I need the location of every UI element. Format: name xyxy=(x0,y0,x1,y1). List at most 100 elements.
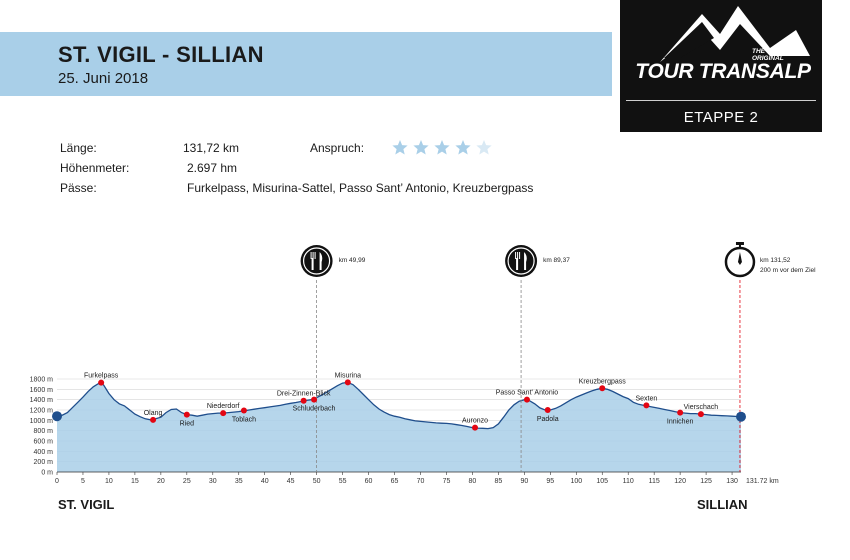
x-tick-label: 30 xyxy=(209,478,217,485)
star-icon xyxy=(476,140,492,155)
waypoint-dot xyxy=(183,411,190,418)
length-value: 131,72 km xyxy=(183,141,240,155)
y-tick-label: 1400 m xyxy=(30,397,54,404)
x-tick-label: 95 xyxy=(546,478,554,485)
x-tick-label: 90 xyxy=(520,478,528,485)
waypoint-label: Sexten xyxy=(635,395,657,402)
x-tick-label: 65 xyxy=(391,478,399,485)
finish-point xyxy=(736,411,746,422)
waypoint-dot xyxy=(643,402,650,409)
waypoint-label: Kreuzbergpass xyxy=(579,378,627,385)
waypoint-dot xyxy=(599,385,606,392)
waypoint-label: Misurina xyxy=(335,372,362,379)
waypoint-dot xyxy=(544,407,551,413)
marker-km-label: km 89,37 xyxy=(543,257,570,264)
x-tick-label: 25 xyxy=(183,478,191,485)
stopwatch-icon xyxy=(724,242,756,278)
x-tick-label: 55 xyxy=(339,478,347,485)
x-tick-label: 130 xyxy=(726,478,738,485)
y-tick-label: 1000 m xyxy=(30,418,54,425)
x-end-label: 131.72 km xyxy=(746,478,779,485)
waypoint-dot xyxy=(98,379,105,386)
x-tick-label: 10 xyxy=(105,478,113,485)
waypoint-label: Schluderbach xyxy=(293,406,336,413)
waypoint-dot xyxy=(311,396,318,403)
y-tick-label: 1800 m xyxy=(30,377,54,384)
x-tick-label: 15 xyxy=(131,478,139,485)
y-tick-label: 200 m xyxy=(34,459,54,466)
x-tick-label: 0 xyxy=(55,478,59,485)
waypoint-dot xyxy=(677,409,684,416)
x-tick-label: 105 xyxy=(596,478,608,485)
fork-knife-icon xyxy=(300,245,333,277)
x-tick-label: 80 xyxy=(469,478,477,485)
star-icon xyxy=(434,140,450,155)
waypoint-dot xyxy=(344,379,351,386)
elevation-profile-chart: 0 m 200 m 400 m 600 m 800 m 1000 m 1200 m 1400 … xyxy=(30,242,816,485)
waypoint-dot xyxy=(697,411,704,418)
start-point xyxy=(52,411,62,422)
waypoint-label: Ried xyxy=(180,421,195,428)
stage-label: ETAPPE 2 xyxy=(683,109,759,126)
x-tick-label: 45 xyxy=(287,478,295,485)
difficulty-rating xyxy=(392,140,492,155)
star-icon xyxy=(455,140,471,155)
logo-tagline: THE ORIGINAL xyxy=(752,48,784,62)
length-label: Länge: xyxy=(60,141,97,155)
marker-note-label: 200 m vor dem Ziel xyxy=(760,267,816,274)
x-tick-label: 35 xyxy=(235,478,243,485)
marker-km-label: km 49,99 xyxy=(339,257,366,264)
x-tick-label: 40 xyxy=(261,478,269,485)
start-label: ST. VIGIL xyxy=(58,497,115,512)
waypoint-dot xyxy=(150,416,157,423)
waypoint-dot xyxy=(523,396,530,403)
passes-value: Furkelpass, Misurina-Sattel, Passo Sant’… xyxy=(187,181,534,195)
waypoint-label: Innichen xyxy=(667,419,694,426)
passes-label: Pässe: xyxy=(60,181,97,195)
waypoint-dot xyxy=(472,424,479,431)
marker-km-label: km 131,52 xyxy=(760,257,791,264)
x-tick-label: 120 xyxy=(674,478,686,485)
mountain-logo-icon xyxy=(660,6,810,62)
y-tick-label: 0 m xyxy=(41,470,53,477)
difficulty-label: Anspruch: xyxy=(310,141,365,155)
waypoint-dot xyxy=(220,410,227,417)
y-tick-label: 600 m xyxy=(34,439,54,446)
waypoint-label: Auronzo xyxy=(462,418,488,425)
y-tick-label: 400 m xyxy=(34,449,54,456)
x-tick-label: 75 xyxy=(443,478,451,485)
x-tick-label: 100 xyxy=(570,478,582,485)
title-banner xyxy=(0,32,612,96)
x-tick-label: 115 xyxy=(649,478,660,485)
y-tick-label: 1600 m xyxy=(30,387,54,394)
logo-tagline-original: ORIGINAL xyxy=(752,55,784,62)
finish-label: SILLIAN xyxy=(697,497,748,512)
profile-line xyxy=(56,381,742,430)
waypoint-label: Toblach xyxy=(232,417,256,424)
logo-wordmark: TOUR TRANSALP xyxy=(635,60,811,83)
elevation-label: Höhenmeter: xyxy=(60,161,130,175)
tour-transalp-logo xyxy=(620,0,822,132)
logo-tagline-the: THE xyxy=(752,48,765,55)
waypoint-label: Padola xyxy=(537,416,559,423)
x-tick-label: 110 xyxy=(623,478,634,485)
waypoint-dot xyxy=(300,397,307,404)
waypoint-dot xyxy=(240,407,247,414)
y-tick-label: 800 m xyxy=(34,428,54,435)
x-tick-label: 20 xyxy=(157,478,165,485)
x-tick-label: 5 xyxy=(81,478,85,485)
profile-area xyxy=(57,382,741,472)
y-tick-label: 1200 m xyxy=(30,408,54,415)
star-icon xyxy=(392,140,408,155)
x-tick-label: 60 xyxy=(365,478,373,485)
stage-date: 25. Juni 2018 xyxy=(58,70,149,87)
waypoint-label: Drei-Zinnen-Blick xyxy=(277,391,331,398)
waypoint-label: Furkelpass xyxy=(84,373,119,380)
elevation-value: 2.697 hm xyxy=(187,161,238,175)
waypoint-label: Passo Sant' Antonio xyxy=(496,390,559,397)
x-tick-label: 125 xyxy=(700,478,712,485)
star-icon xyxy=(413,140,429,155)
page-title: ST. VIGIL - SILLIAN xyxy=(58,42,264,67)
fork-knife-icon xyxy=(505,245,538,277)
waypoint-label: Vierschach xyxy=(684,404,719,411)
